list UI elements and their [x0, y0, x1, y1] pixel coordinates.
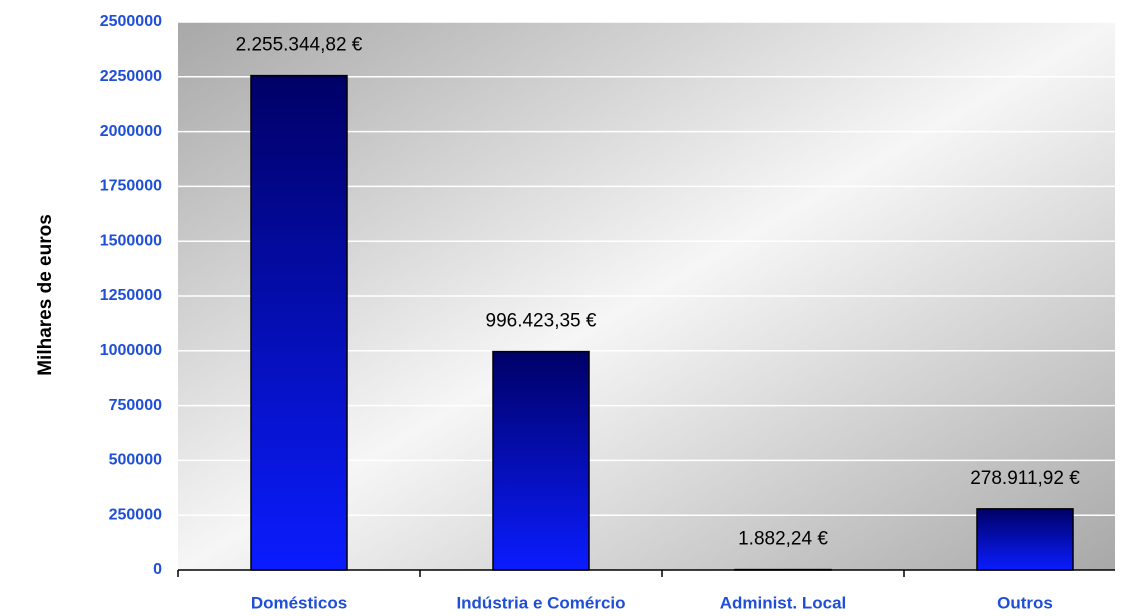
y-axis-label: Milhares de euros [35, 214, 56, 376]
y-tick-label: 0 [153, 561, 162, 578]
bar [976, 508, 1074, 571]
y-tick-label: 2500000 [100, 13, 162, 30]
bar [250, 74, 348, 571]
y-tick-label: 250000 [109, 506, 162, 523]
value-label: 278.911,92 € [970, 468, 1080, 489]
x-tick-label: Outros [997, 593, 1053, 612]
x-tick-label: Indústria e Comércio [456, 593, 625, 612]
x-tick-label: Domésticos [251, 593, 347, 612]
value-label: 1.882,24 € [738, 529, 828, 550]
y-tick-label: 1750000 [100, 178, 162, 195]
value-label: 996.423,35 € [486, 311, 597, 332]
value-label: 2.255.344,82 € [236, 35, 363, 56]
y-tick-label: 1500000 [100, 232, 162, 249]
bar [492, 350, 590, 571]
y-tick-label: 500000 [109, 452, 162, 469]
y-tick-label: 2000000 [100, 123, 162, 140]
y-tick-label: 2250000 [100, 68, 162, 85]
y-tick-label: 750000 [109, 397, 162, 414]
y-tick-label: 1250000 [100, 287, 162, 304]
y-tick-label: 1000000 [100, 342, 162, 359]
x-tick-label: Administ. Local [720, 593, 847, 612]
